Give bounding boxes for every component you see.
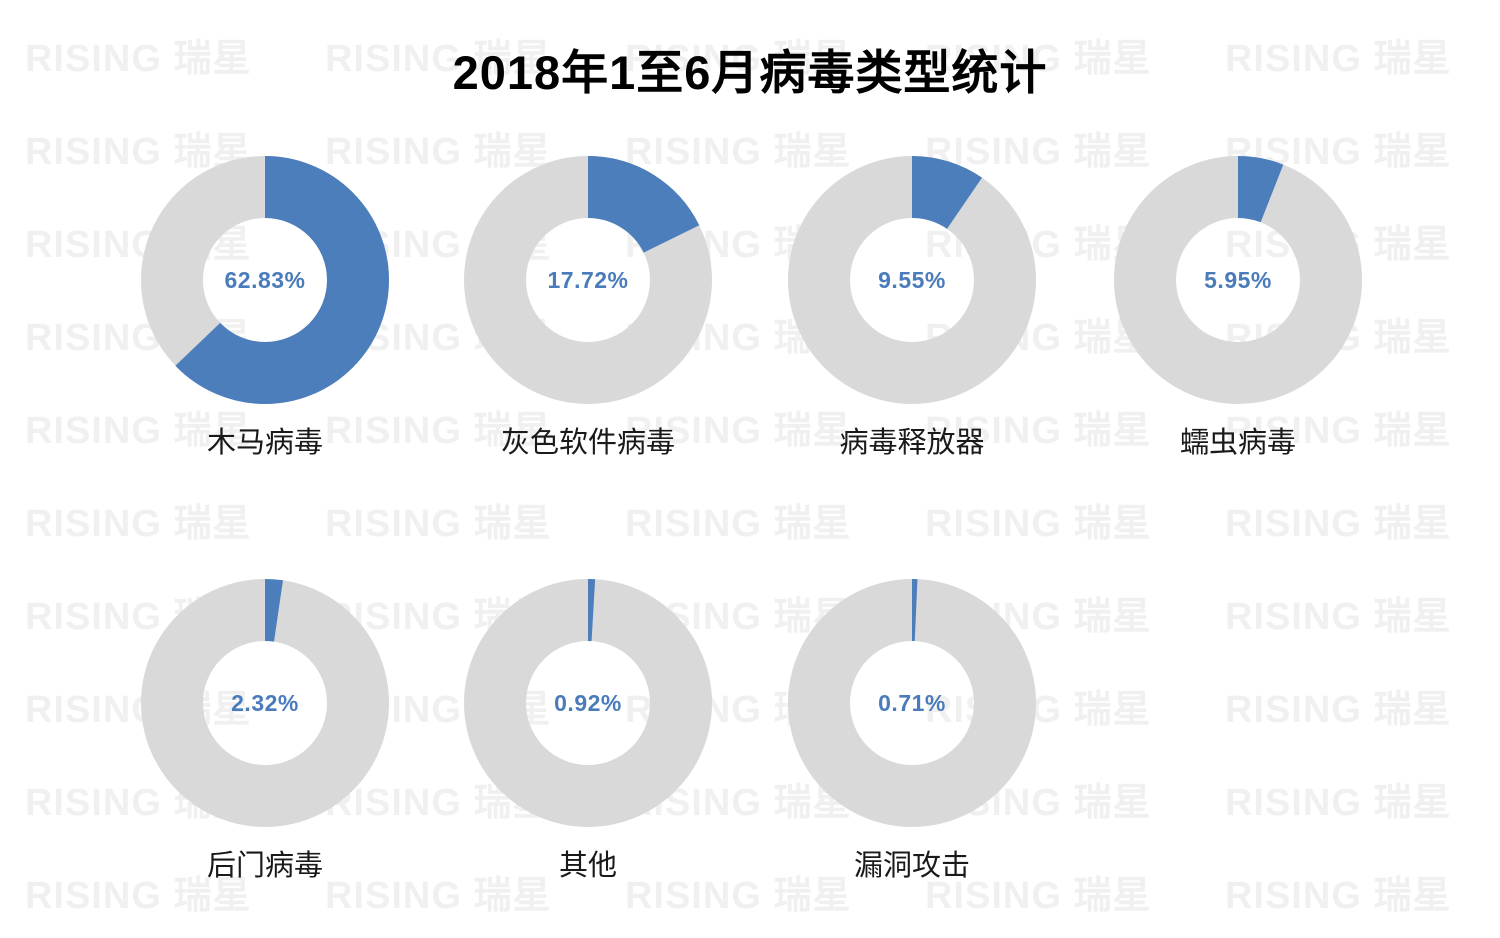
donut-chart: 5.95% 蠕虫病毒 [1113, 155, 1363, 461]
donut-value-label: 9.55% [878, 266, 946, 293]
donut-category-label: 其他 [558, 850, 617, 882]
donut-ring-svg [141, 579, 389, 827]
watermark-brand-text: RISING 瑞星 [1225, 689, 1452, 731]
donut-ring-svg [464, 156, 712, 404]
donut-ring: 0.71% [787, 578, 1037, 828]
watermark-brand-text: RISING 瑞星 [1225, 503, 1452, 545]
donut-value-label: 5.95% [1204, 266, 1272, 293]
donut-ring: 17.72% [463, 155, 713, 405]
donut-ring: 0.92% [463, 578, 713, 828]
donut-value-label: 0.71% [878, 689, 946, 716]
donut-chart: 0.71% 漏洞攻击 [787, 578, 1037, 884]
donut-ring: 62.83% [140, 155, 390, 405]
watermark-brand-text: RISING 瑞星 [325, 503, 552, 545]
donut-chart: 0.92% 其他 [463, 578, 713, 884]
donut-chart: 2.32% 后门病毒 [140, 578, 390, 884]
donut-ring: 2.32% [140, 578, 390, 828]
watermark-brand-text: RISING 瑞星 [925, 503, 1152, 545]
donut-ring-svg [141, 156, 389, 404]
watermark-brand-text: RISING 瑞星 [1225, 875, 1452, 917]
donut-category-label: 木马病毒 [206, 427, 323, 459]
donut-ring-svg [788, 579, 1036, 827]
watermark-row: RISING 瑞星 RISING 瑞星 RISING 瑞星 RISING 瑞星 RISI… [0, 505, 1500, 543]
donut-slice [788, 579, 1036, 827]
donut-slice [141, 579, 389, 827]
donut-value-label: 2.32% [231, 689, 299, 716]
donut-ring-svg [1114, 156, 1362, 404]
donut-category-label: 漏洞攻击 [853, 850, 970, 882]
watermark-brand-text: RISING 瑞星 [625, 503, 852, 545]
donut-ring: 5.95% [1113, 155, 1363, 405]
donut-chart: 9.55% 病毒释放器 [787, 155, 1037, 461]
donut-ring-svg [464, 579, 712, 827]
donut-chart: 62.83% 木马病毒 [140, 155, 390, 461]
donut-chart: 17.72% 灰色软件病毒 [463, 155, 713, 461]
watermark-brand-text: RISING 瑞星 [1225, 596, 1452, 638]
donut-category-label: 蠕虫病毒 [1179, 427, 1296, 459]
donut-category-label: 病毒释放器 [839, 427, 985, 459]
donut-value-label: 0.92% [554, 689, 622, 716]
watermark-brand-text: RISING 瑞星 [25, 503, 252, 545]
donut-ring-svg [788, 156, 1036, 404]
watermark-brand-text: RISING 瑞星 [1225, 782, 1452, 824]
donut-slice [141, 156, 389, 404]
donut-ring: 9.55% [787, 155, 1037, 405]
donut-slice [464, 579, 712, 827]
donut-value-label: 17.72% [547, 266, 629, 293]
donut-slice [788, 156, 1036, 404]
donut-category-label: 灰色软件病毒 [500, 427, 675, 459]
donut-value-label: 62.83% [224, 266, 306, 293]
chart-title: 2018年1至6月病毒类型统计 [452, 46, 1048, 99]
donut-category-label: 后门病毒 [206, 850, 323, 882]
donut-slice [464, 156, 712, 404]
donut-slice [1114, 156, 1362, 404]
